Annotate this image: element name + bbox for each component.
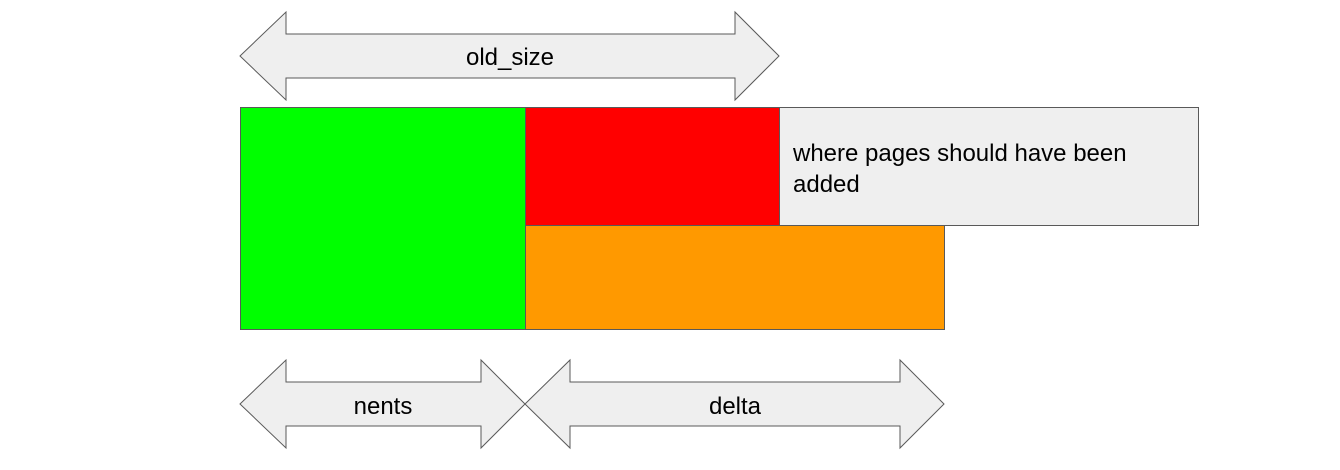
nents-arrow: nents: [239, 358, 526, 450]
old-size-arrow-shape: [239, 10, 780, 102]
nents-block: [240, 107, 526, 330]
note-box: where pages should have been added: [779, 107, 1199, 226]
delta-arrow-shape: [524, 358, 945, 450]
delta-block: [525, 225, 945, 330]
old-size-arrow: old_size: [239, 10, 780, 102]
delta-arrow: delta: [524, 358, 945, 450]
note-text-line-1: where pages should have been: [792, 140, 1127, 167]
note-box-rect: [779, 107, 1199, 226]
old-size-label: old_size: [466, 44, 554, 71]
note-text-line-2: added: [793, 171, 860, 198]
nents-label: nents: [354, 393, 413, 420]
old-size-remainder-block: [525, 107, 780, 226]
delta-label: delta: [709, 393, 762, 420]
